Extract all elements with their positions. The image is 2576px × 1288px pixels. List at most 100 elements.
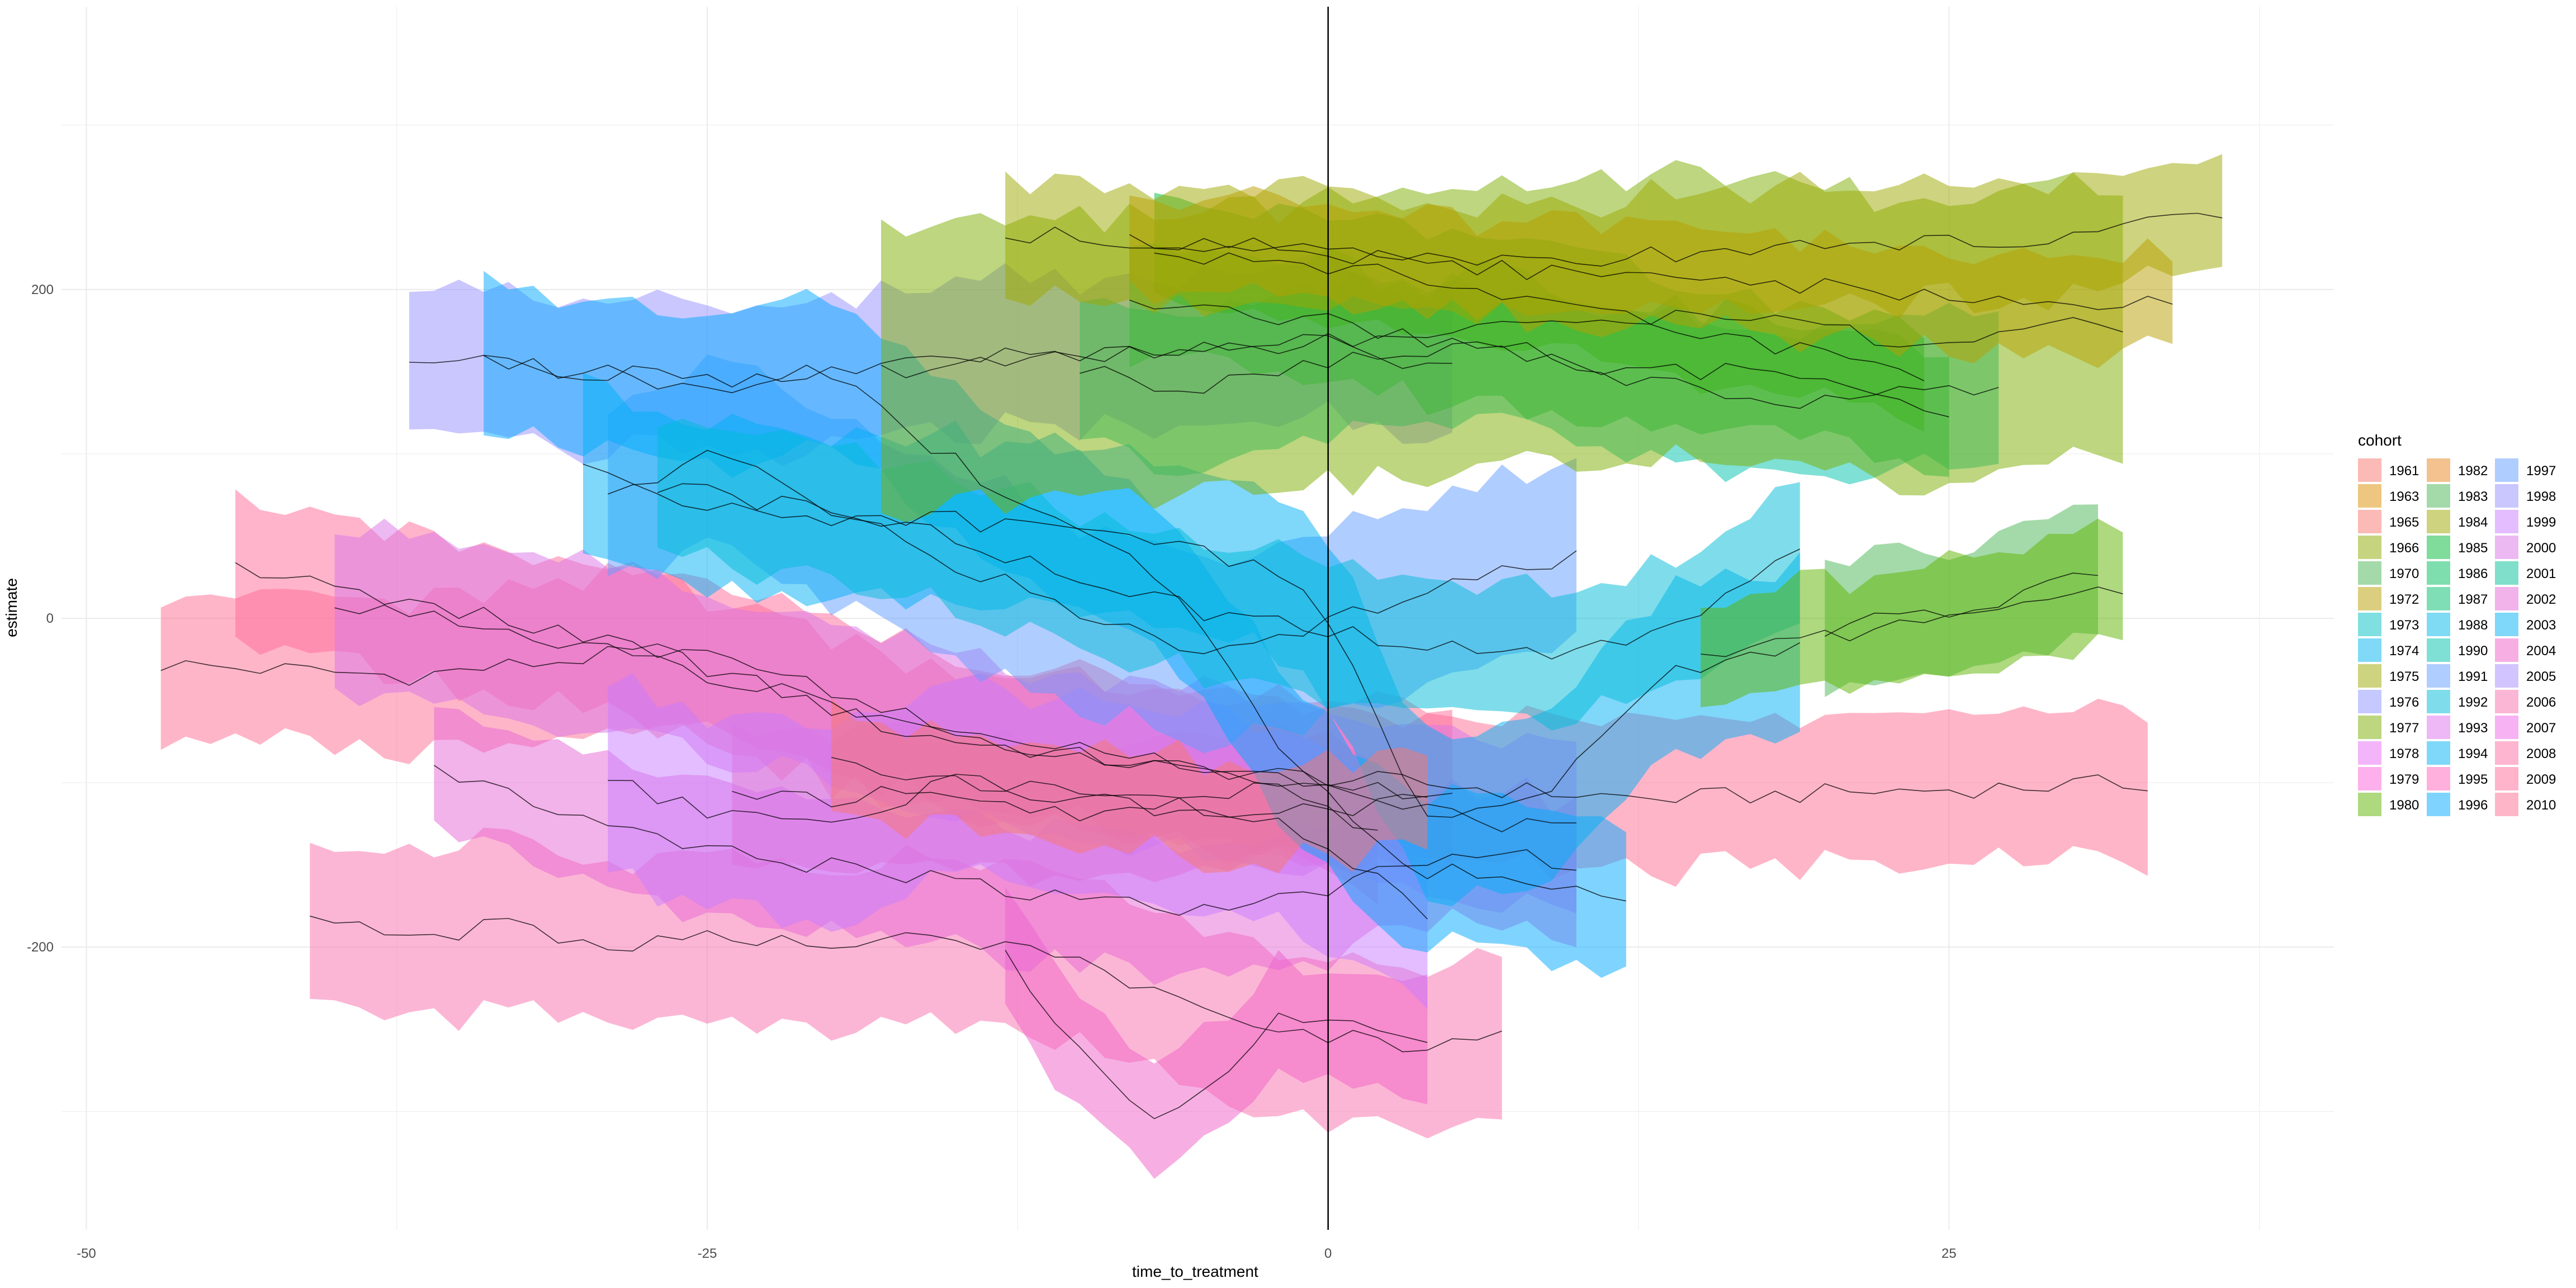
estimate-line-1992 (657, 483, 1801, 660)
legend-key (2427, 664, 2450, 688)
estimate-line-1998 (409, 334, 1452, 388)
legend-label: 1983 (2458, 489, 2488, 504)
legend-key (2427, 510, 2450, 533)
legend-key (2358, 536, 2381, 559)
legend-key (2427, 638, 2450, 662)
legend-label: 2010 (2526, 798, 2556, 813)
legend-key (2495, 664, 2518, 688)
legend-label: 2005 (2526, 669, 2556, 684)
y-tick-label: -200 (27, 940, 54, 955)
estimate-line-1999 (608, 774, 1428, 920)
legend-label: 2009 (2526, 772, 2556, 787)
legend-key (2427, 613, 2450, 636)
legend-key (2495, 716, 2518, 739)
legend-key (2427, 690, 2450, 713)
legend-label: 1991 (2458, 669, 2488, 684)
legend-key (2427, 484, 2450, 508)
estimate-line-1972 (1129, 234, 2173, 310)
legend-key (2358, 638, 2381, 662)
legend-label: 1999 (2526, 515, 2556, 530)
estimate-line-1985 (1154, 252, 1925, 382)
legend-label: 1966 (2389, 541, 2419, 556)
legend-key (2427, 716, 2450, 739)
legend-label: 2000 (2526, 541, 2556, 556)
x-axis-title: time_to_treatment (1132, 1263, 1258, 1280)
estimate-lines (160, 212, 2223, 1120)
legend-key (2427, 458, 2450, 482)
legend-label: 2003 (2526, 618, 2556, 633)
y-tick-label: 0 (46, 611, 54, 626)
y-tick-labels: -200 0 200 (27, 282, 54, 955)
legend-label: 1978 (2389, 746, 2419, 761)
estimate-line-1975 (1005, 212, 2223, 267)
estimate-line-1994 (583, 463, 1801, 818)
legend-key (2427, 536, 2450, 559)
y-tick-label: 200 (31, 282, 54, 297)
ribbon-2004 (1005, 887, 1428, 1179)
legend-label: 2004 (2526, 643, 2556, 659)
x-tick-labels: -50 -25 0 25 (77, 1246, 1957, 1261)
legend-key (2495, 510, 2518, 533)
estimate-line-1977 (880, 310, 2123, 378)
estimate-line-1997 (608, 449, 1577, 655)
y-axis-title: estimate (3, 578, 20, 637)
legend-key (2358, 587, 2381, 610)
ribbon-1980 (1701, 518, 2123, 707)
legend-key (2358, 664, 2381, 688)
legend-key (2358, 613, 2381, 636)
estimate-line-1987 (1129, 300, 1949, 418)
legend-label: 1963 (2389, 489, 2419, 504)
legend-key (2427, 561, 2450, 585)
legend-key (2358, 767, 2381, 790)
legend-key (2495, 458, 2518, 482)
ribbon-1965 (831, 698, 1428, 873)
legend-label: 1985 (2458, 541, 2488, 556)
legend-label: 1984 (2458, 515, 2488, 530)
estimate-line-2004 (1005, 950, 1428, 1120)
estimate-line-1990 (1079, 341, 1999, 409)
legend-key (2358, 510, 2381, 533)
legend-label: 2001 (2526, 566, 2556, 581)
legend-key (2358, 716, 2381, 739)
legend-key (2427, 793, 2450, 816)
legend-key (2358, 690, 2381, 713)
legend-key (2495, 741, 2518, 765)
x-tick-label: -50 (77, 1246, 96, 1261)
legend-label: 1979 (2389, 772, 2419, 787)
legend-label: 1997 (2526, 463, 2556, 479)
legend-key (2495, 484, 2518, 508)
legend-label: 1992 (2458, 695, 2488, 710)
legend-key (2427, 767, 2450, 790)
estimate-line-2006 (310, 915, 1502, 1053)
estimate-line-1980 (1701, 586, 2123, 657)
ribbon-1972 (1129, 186, 2173, 368)
estimate-line-2002 (433, 765, 1577, 916)
legend-label: 1990 (2458, 643, 2488, 659)
x-tick-label: -25 (698, 1246, 717, 1261)
legend-title: cohort (2358, 432, 2402, 449)
legend-label: 1993 (2458, 721, 2488, 736)
legend-key (2495, 613, 2518, 636)
axes: -50 -25 0 25 -200 0 200 time_to_treatment est… (3, 282, 1957, 1280)
x-tick-label: 0 (1324, 1246, 1332, 1261)
estimate-line-2009 (235, 562, 1452, 799)
x-tick-label: 25 (1942, 1246, 1957, 1261)
legend-key (2495, 793, 2518, 816)
legend-label: 1977 (2389, 721, 2419, 736)
legend-label: 1994 (2458, 746, 2488, 761)
legend-label: 2002 (2526, 592, 2556, 607)
legend-key (2495, 638, 2518, 662)
legend-key (2427, 587, 2450, 610)
legend-key (2358, 793, 2381, 816)
estimate-line-2008 (732, 782, 1378, 831)
legend-label: 1988 (2458, 618, 2488, 633)
legend-label: 1986 (2458, 566, 2488, 581)
legend-label: 1995 (2458, 772, 2488, 787)
legend-key (2358, 561, 2381, 585)
legend-key (2495, 767, 2518, 790)
legend-key (2358, 458, 2381, 482)
legend-label: 1987 (2458, 592, 2488, 607)
estimate-line-2000 (334, 604, 1577, 832)
legend-label: 2006 (2526, 695, 2556, 710)
